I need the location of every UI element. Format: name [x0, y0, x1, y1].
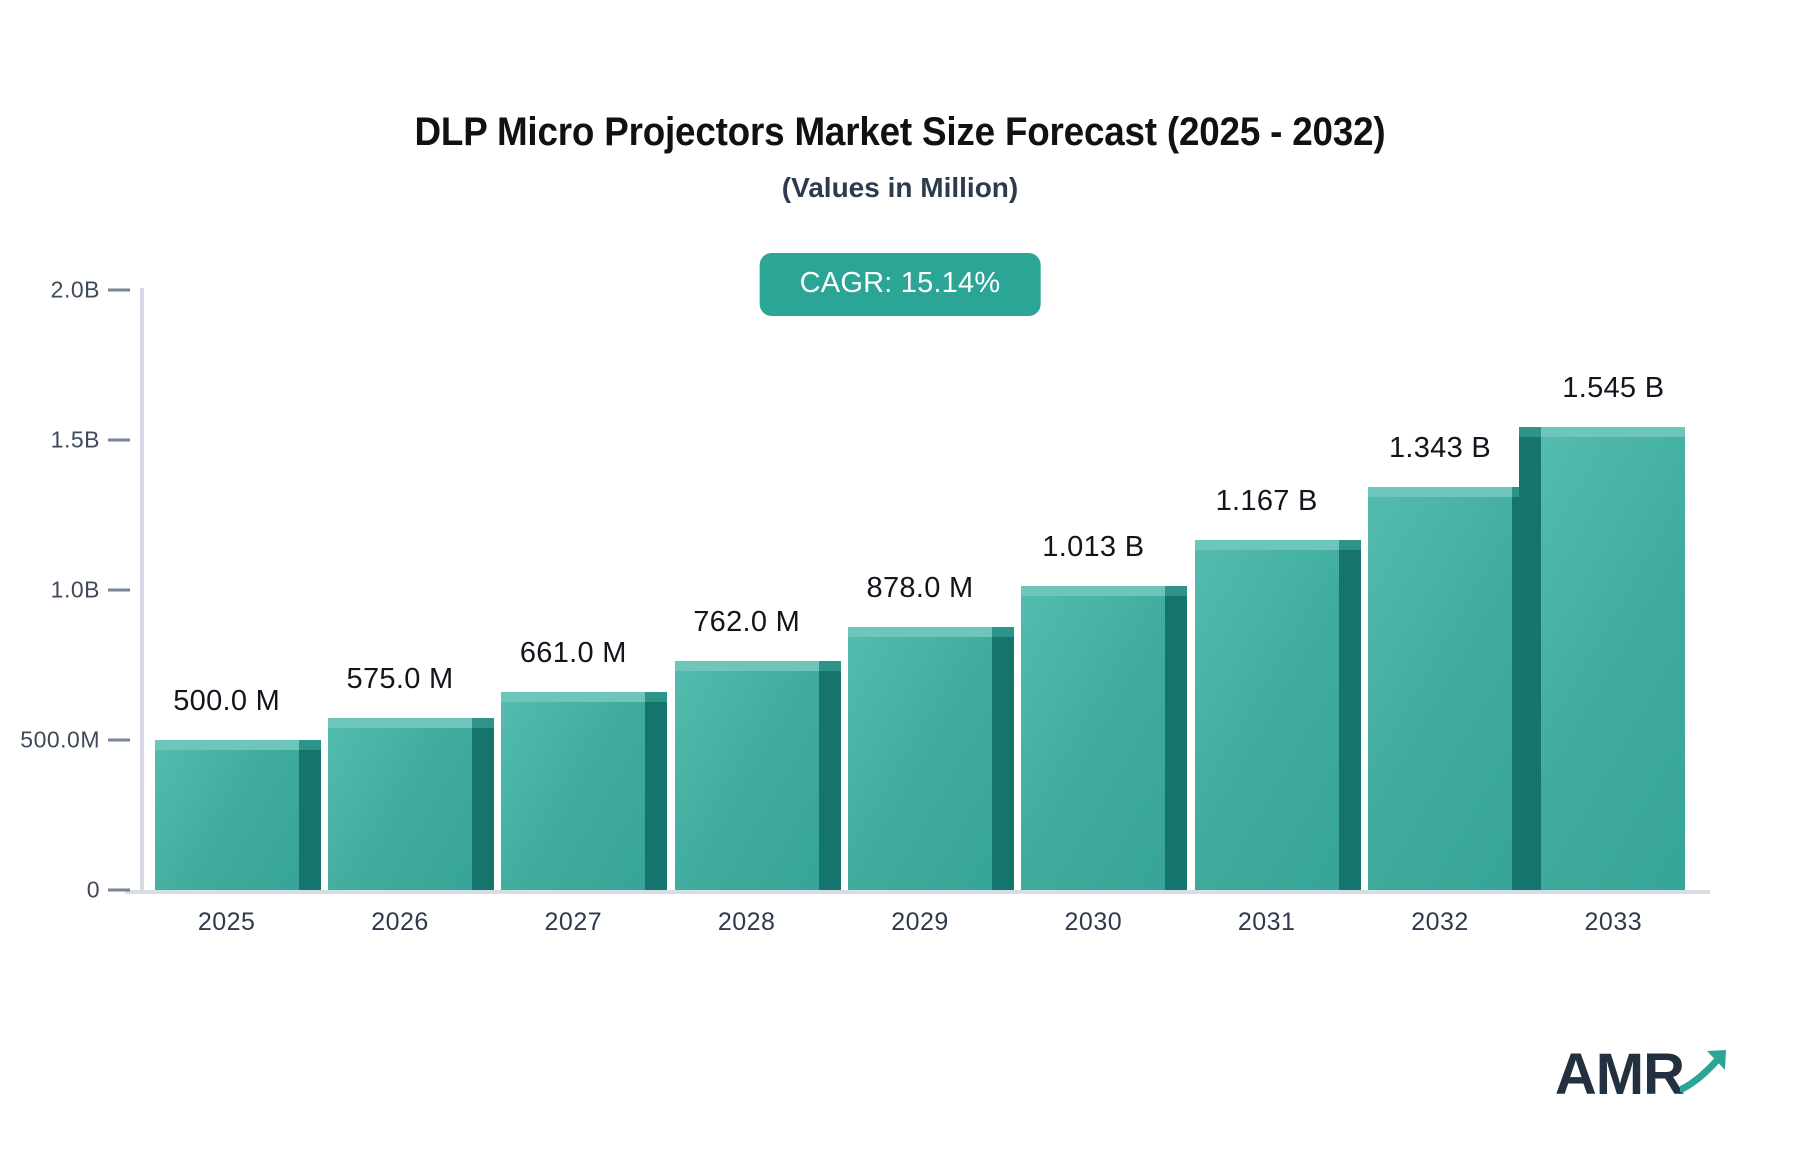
- bar-side-face: [818, 671, 841, 890]
- bar-2026[interactable]: 575.0 M: [328, 663, 494, 890]
- y-tick-mark: [108, 288, 130, 292]
- y-tick-mark: [108, 438, 130, 442]
- bar-front-face: [501, 691, 646, 890]
- bar-top-face: [1368, 487, 1512, 498]
- growth-arrow-icon: [1678, 1047, 1738, 1098]
- bar-2028[interactable]: 762.0 M: [674, 606, 841, 890]
- chart-subtitle: (Values in Million): [781, 172, 1019, 203]
- bar-2027[interactable]: 661.0 M: [501, 637, 668, 890]
- x-tick-label: 2032: [1411, 908, 1469, 936]
- bar-front-face: [328, 717, 472, 890]
- bar-2033[interactable]: 1.545 B: [1519, 372, 1686, 890]
- bar-value-label: 1.343 B: [1388, 432, 1492, 465]
- x-axis-line: [125, 890, 1710, 894]
- bar-top-bevel: [992, 626, 1014, 637]
- bar-front-face: [1194, 539, 1339, 890]
- y-tick-mark: [108, 738, 130, 742]
- amr-logo-text: AMR: [1554, 1042, 1685, 1107]
- cagr-badge: CAGR: 15.14%: [759, 253, 1041, 316]
- bar-top-face: [848, 626, 992, 637]
- bar-front-face: [1541, 426, 1686, 890]
- bar-top-face: [1021, 586, 1166, 597]
- bar-top-face: [328, 717, 472, 728]
- y-tick-mark: [108, 588, 130, 592]
- y-tick-label: 1.5B: [50, 426, 100, 453]
- bar-side-face: [1338, 549, 1361, 890]
- bar-2025[interactable]: 500.0 M: [154, 685, 321, 890]
- bar-front-face: [848, 626, 992, 890]
- bar-value-label: 1.013 B: [1042, 531, 1145, 564]
- x-tick-label: 2031: [1237, 908, 1296, 936]
- bar-value-label: 661.0 M: [519, 636, 627, 669]
- bar-2030[interactable]: 1.013 B: [1021, 531, 1188, 890]
- x-tick-label: 2030: [1064, 908, 1123, 936]
- bar-top-bevel: [472, 717, 494, 728]
- bar-top-bevel: [645, 691, 668, 702]
- x-tick-label: 2028: [717, 908, 776, 936]
- bar-front-face: [1368, 487, 1512, 890]
- bar-value-label: 878.0 M: [866, 571, 974, 604]
- y-tick-mark: [108, 888, 130, 892]
- bar-side-face: [1165, 596, 1188, 890]
- x-tick-label: 2025: [197, 908, 256, 936]
- bar-side-face: [645, 701, 668, 890]
- bar-top-bevel: [818, 661, 841, 672]
- bar-2029[interactable]: 878.0 M: [848, 572, 1014, 890]
- x-tick-label: 2029: [891, 908, 949, 936]
- bar-value-label: 500.0 M: [173, 685, 281, 717]
- bar-front-face: [674, 661, 819, 890]
- x-tick-label: 2027: [544, 908, 603, 936]
- bar-front-face: [154, 740, 299, 890]
- y-axis-line: [140, 288, 144, 890]
- bar-value-label: 762.0 M: [693, 606, 801, 639]
- bar-top-bevel: [1165, 586, 1188, 597]
- bar-top-face: [154, 740, 299, 750]
- bar-front-face: [1021, 586, 1166, 890]
- bar-2031[interactable]: 1.167 B: [1194, 485, 1361, 890]
- bar-top-face: [1541, 426, 1686, 437]
- bar-side-face: [1519, 436, 1542, 890]
- bar-top-face: [674, 661, 819, 672]
- bar-side-face: [472, 727, 494, 890]
- bar-top-bevel: [1519, 426, 1542, 437]
- bar-top-bevel: [1338, 539, 1361, 550]
- x-tick-label: 2026: [371, 908, 429, 936]
- bar-top-bevel: [298, 740, 321, 750]
- page-title: DLP Micro Projectors Market Size Forecas…: [414, 110, 1386, 154]
- y-tick-label: 0: [86, 876, 100, 903]
- bar-side-face: [298, 750, 321, 890]
- bar-top-face: [501, 691, 646, 702]
- bar-side-face: [992, 636, 1014, 890]
- bar-value-label: 1.545 B: [1562, 371, 1665, 404]
- bar-value-label: 575.0 M: [346, 662, 454, 695]
- y-tick-label: 1.0B: [50, 576, 100, 603]
- bar-value-label: 1.167 B: [1215, 484, 1318, 517]
- bar-top-face: [1194, 539, 1339, 550]
- y-tick-label: 500.0M: [20, 726, 100, 753]
- plot-area: 500.0 M 575.0 M 661.0 M 762.0 M 878.0 M 1.013…: [140, 290, 1700, 890]
- bar-2032[interactable]: 1.343 B: [1368, 432, 1534, 890]
- amr-logo: AMR: [1555, 1046, 1738, 1104]
- x-tick-label: 2033: [1584, 908, 1643, 936]
- y-tick-label: 2.0B: [50, 276, 100, 303]
